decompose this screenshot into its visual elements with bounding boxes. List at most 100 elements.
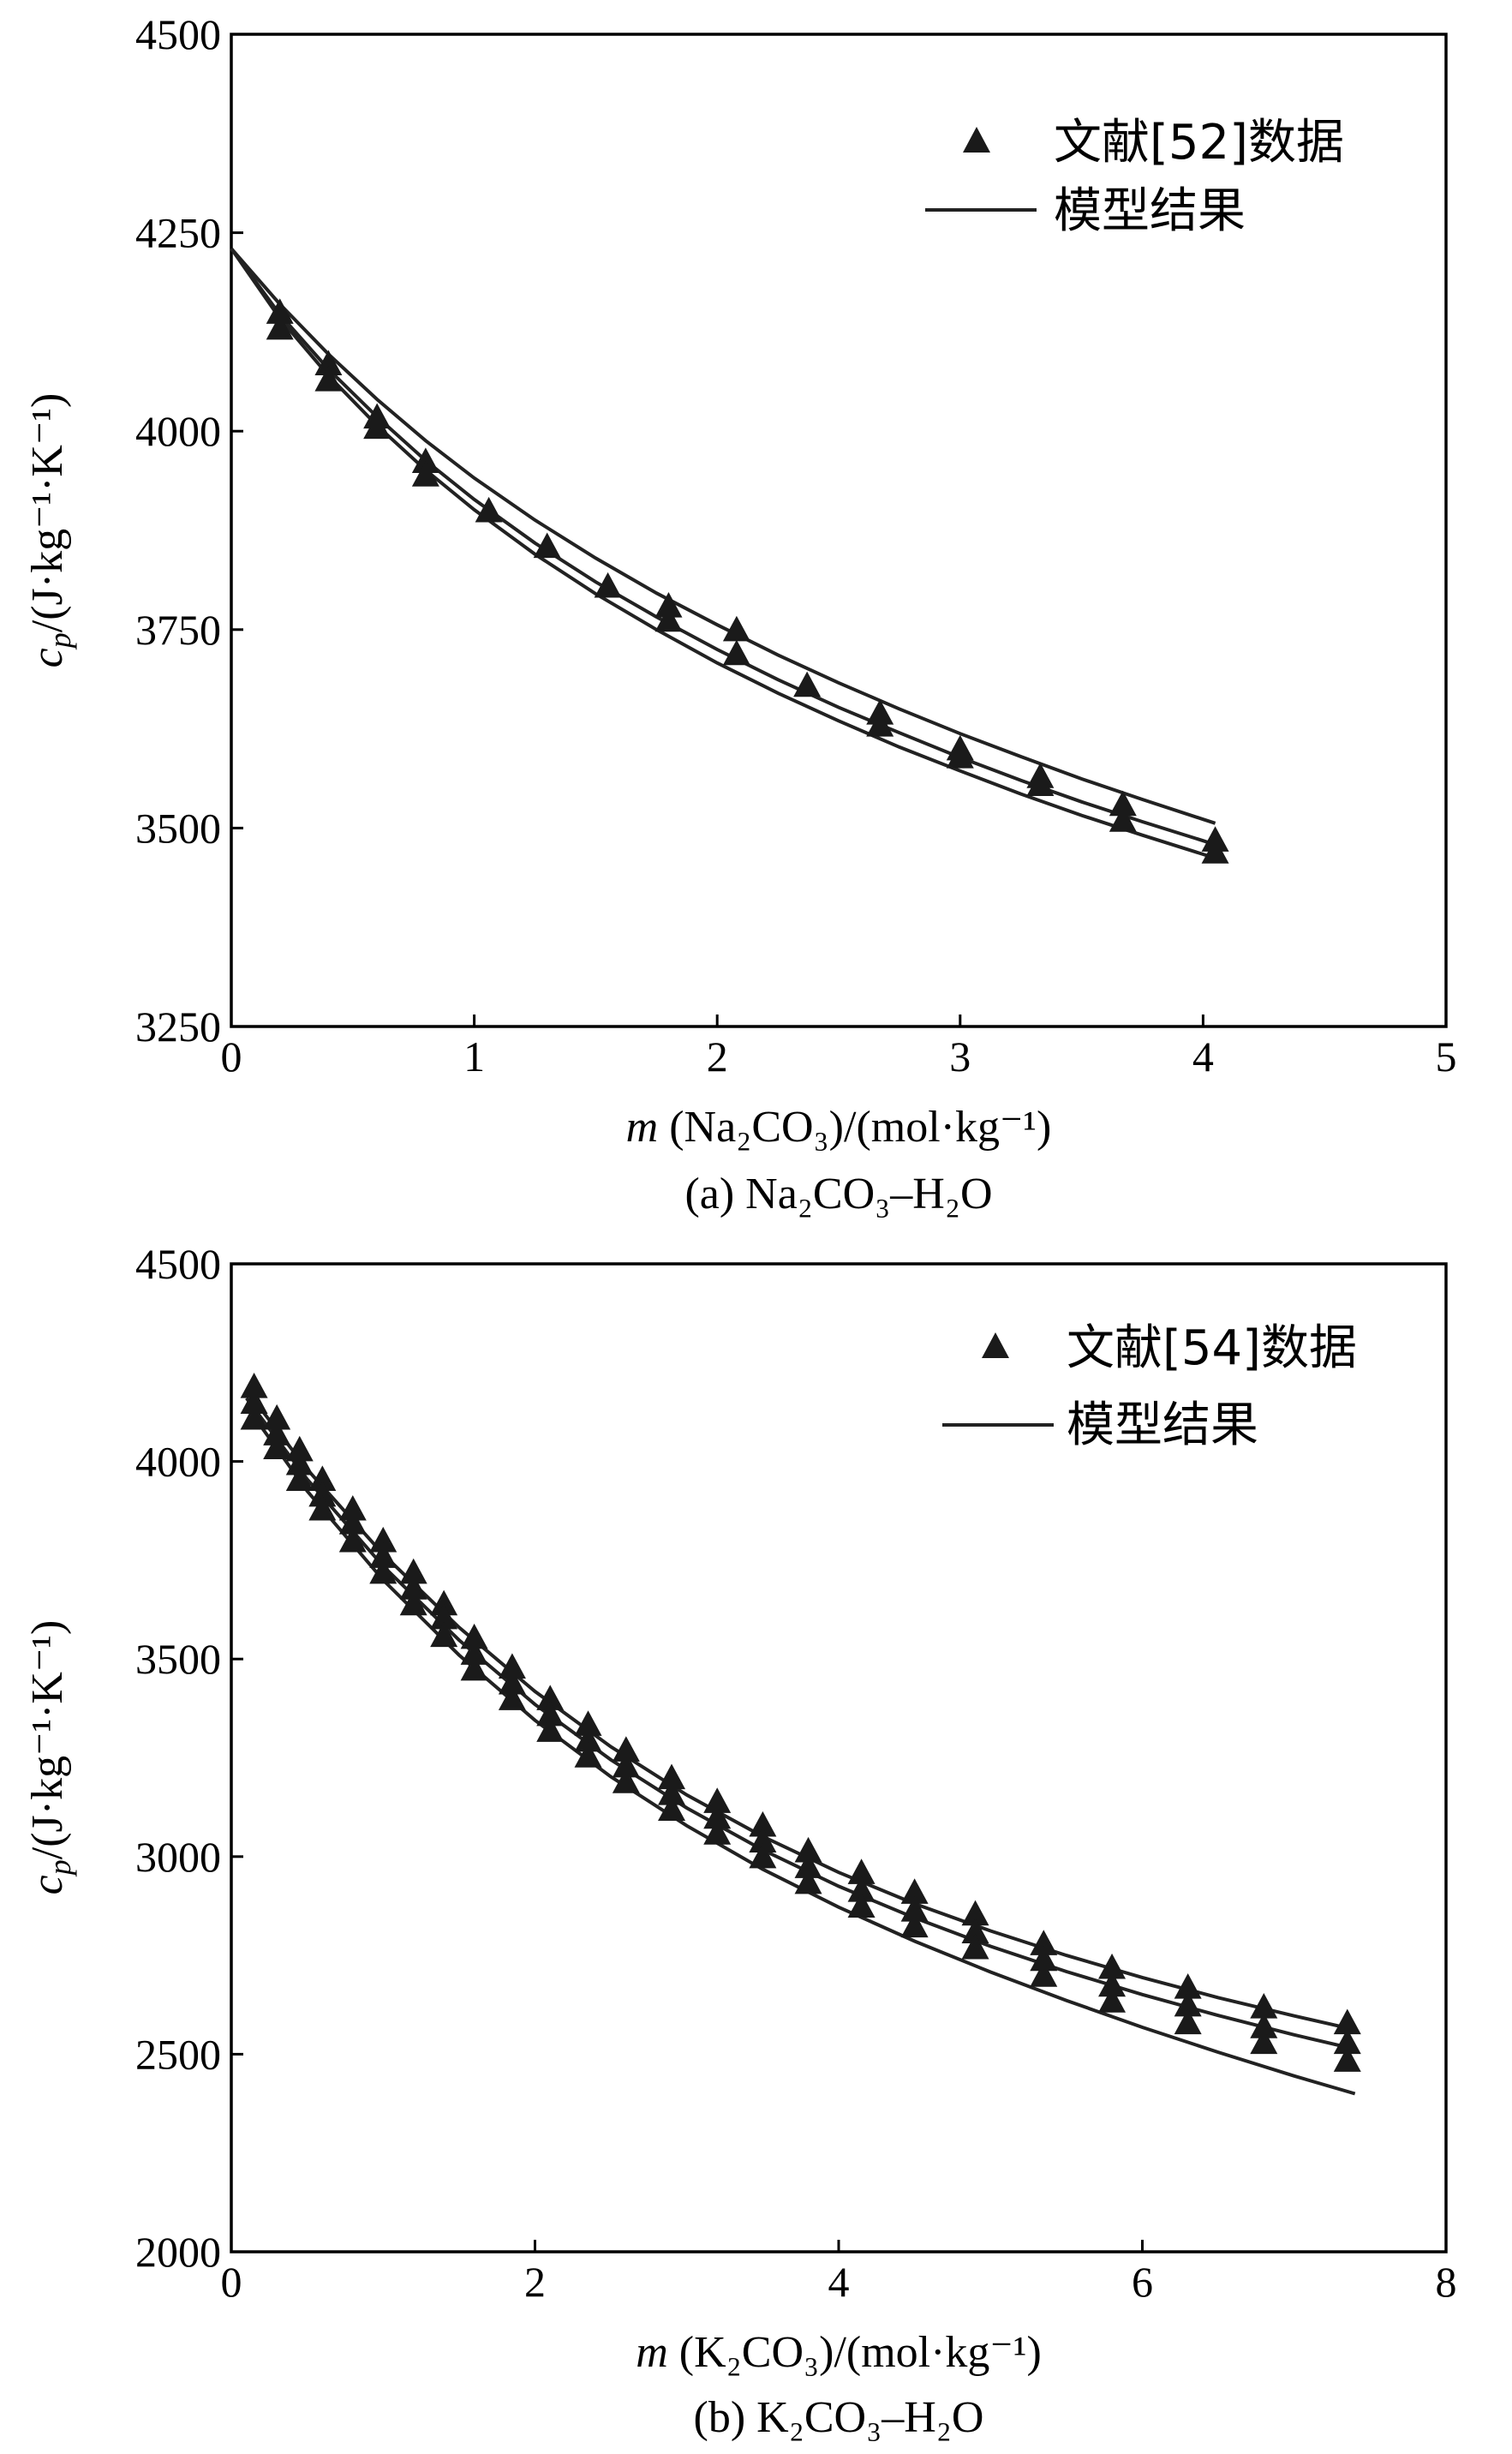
chart-a-data-point <box>722 615 750 642</box>
chart-b-model-curve-1 <box>245 1389 1356 2032</box>
chart-b-data-point <box>961 1918 989 1944</box>
chart-a-x-tick-label: 1 <box>463 1032 485 1080</box>
chart-a-x-tick-label: 2 <box>707 1032 728 1080</box>
chart-b-legend-points-label: 文献[54]数据 <box>1067 1320 1357 1376</box>
chart-b-data-point <box>658 1795 686 1822</box>
chart-b-data-point <box>498 1685 526 1710</box>
chart-b-data-point <box>900 1896 929 1922</box>
chart-b-data-point <box>1174 1972 1202 1999</box>
chart-b-data-points <box>240 1372 1361 2072</box>
chart-b-plot-frame <box>230 1262 1448 2253</box>
chart-a-x-tick-label: 4 <box>1192 1032 1214 1080</box>
chart-b-data-point <box>574 1710 602 1736</box>
chart-b-data-point <box>574 1742 602 1768</box>
chart-a-data-point <box>314 350 343 376</box>
chart-b-data-point <box>794 1852 822 1878</box>
chart-a-data-point <box>1026 770 1055 797</box>
chart-a-data-point <box>475 496 503 523</box>
chart-b-data-point <box>1250 2013 1278 2038</box>
chart-b-data-point <box>285 1465 314 1491</box>
chart-b-data-point <box>460 1623 488 1649</box>
chart-b-y-tick-label: 3000 <box>135 1833 221 1881</box>
chart-b-data-point <box>399 1589 427 1616</box>
chart-b-data-point <box>399 1558 427 1584</box>
chart-a-y-tick-label: 3250 <box>135 1003 221 1050</box>
chart-b-y-tick-label: 2500 <box>135 2030 221 2078</box>
chart-b-caption: (b) K₂CO₃–H₂O <box>694 2393 984 2442</box>
chart-b-data-point <box>749 1827 777 1852</box>
chart-a-data-point <box>363 413 391 440</box>
chart-b-data-point <box>658 1780 686 1805</box>
chart-a-data-point <box>266 298 294 324</box>
chart-a-data-point <box>654 606 683 632</box>
chart-a-data-point <box>533 532 561 559</box>
chart-b-x-tick-label: 8 <box>1436 2258 1457 2306</box>
chart-b-data-point <box>703 1787 732 1813</box>
chart-b-data-point <box>794 1868 822 1894</box>
chart-b-data-point <box>1098 1953 1127 1979</box>
chart-b-data-point <box>847 1892 876 1918</box>
chart-b-data-point <box>1250 2028 1278 2055</box>
chart-a-y-tick-label: 4000 <box>135 407 221 455</box>
chart-b-ticks: 0 2 4 6 8 2000 2500 3000 3500 4000 4500 <box>135 1240 1457 2306</box>
chart-b-legend: 文献[54]数据 模型结果 <box>942 1320 1357 1453</box>
chart-b-data-point <box>1030 1945 1058 1972</box>
chart-a-model-curve-2 <box>230 247 1216 847</box>
chart-b-data-point <box>612 1751 640 1778</box>
chart-b-data-point <box>240 1404 268 1430</box>
chart-a-data-point <box>1201 838 1229 864</box>
chart-a-data-point <box>1109 790 1137 817</box>
chart-b-y-tick-label: 2000 <box>135 2228 221 2276</box>
chart-b-data-point <box>338 1494 367 1521</box>
chart-a-data-point <box>793 671 822 697</box>
chart-b-data-point <box>794 1836 822 1863</box>
chart-b-data-point <box>847 1876 876 1902</box>
chart-a-data-point <box>654 592 683 618</box>
chart-b-data-point <box>574 1726 602 1752</box>
chart-b-data-point <box>338 1509 367 1535</box>
chart-b-data-point <box>1250 1993 1278 2019</box>
chart-b-y-tick-label: 4500 <box>135 1240 221 1288</box>
chart-a-y-tick-label: 4500 <box>135 10 221 58</box>
chart-b-data-point <box>430 1603 458 1630</box>
chart-b-data-point <box>1098 1971 1127 1997</box>
chart-a-data-point <box>266 314 294 340</box>
chart-b-data-point <box>536 1716 565 1742</box>
chart-b-x-axis-label: m (K₂CO₃)/(mol·kg⁻¹) <box>636 2328 1042 2377</box>
chart-a-data-point <box>866 710 894 737</box>
chart-b-data-point <box>658 1763 686 1790</box>
chart-b-data-point <box>308 1481 337 1507</box>
chart-b-legend-line-label: 模型结果 <box>1067 1398 1258 1453</box>
chart-b-data-point <box>240 1388 268 1415</box>
chart-b-data-point <box>749 1842 777 1869</box>
chart-b-data-point <box>612 1768 640 1793</box>
chart-b-data-point <box>1174 2008 1202 2035</box>
chart-b: 0 2 4 6 8 2000 2500 3000 3500 4000 4500 文献[54]数据 模… <box>23 1240 1457 2442</box>
chart-a-x-tick-label: 3 <box>949 1032 971 1080</box>
chart-a-y-tick-label: 3750 <box>135 606 221 654</box>
chart-a-data-points <box>266 298 1229 864</box>
chart-b-data-point <box>900 1912 929 1938</box>
chart-b-data-point <box>961 1900 989 1926</box>
chart-b-data-point <box>308 1494 337 1521</box>
chart-b-data-point <box>900 1878 929 1904</box>
chart-b-y-tick-label: 3500 <box>135 1635 221 1683</box>
chart-a: 0 1 2 3 4 5 3250 3500 3750 4000 4250 4500 文献[52]数据 … <box>23 10 1457 1218</box>
chart-b-data-point <box>961 1933 989 1960</box>
chart-b-data-point <box>399 1574 427 1600</box>
chart-b-y-tick-label: 4000 <box>135 1438 221 1486</box>
chart-b-data-point <box>749 1811 777 1837</box>
chart-a-data-point <box>314 365 343 392</box>
chart-b-data-point <box>338 1526 367 1553</box>
chart-a-data-point <box>594 572 622 598</box>
chart-b-data-point <box>1174 1990 1202 2017</box>
chart-b-data-point <box>1030 1930 1058 1955</box>
chart-b-data-point <box>369 1526 397 1553</box>
chart-b-data-point <box>460 1639 488 1665</box>
chart-a-data-point <box>1109 806 1137 832</box>
chart-a-y-tick-label: 3500 <box>135 804 221 852</box>
chart-b-data-point <box>285 1435 314 1462</box>
chart-b-data-point <box>498 1653 526 1679</box>
chart-b-data-point <box>1098 1987 1127 2013</box>
